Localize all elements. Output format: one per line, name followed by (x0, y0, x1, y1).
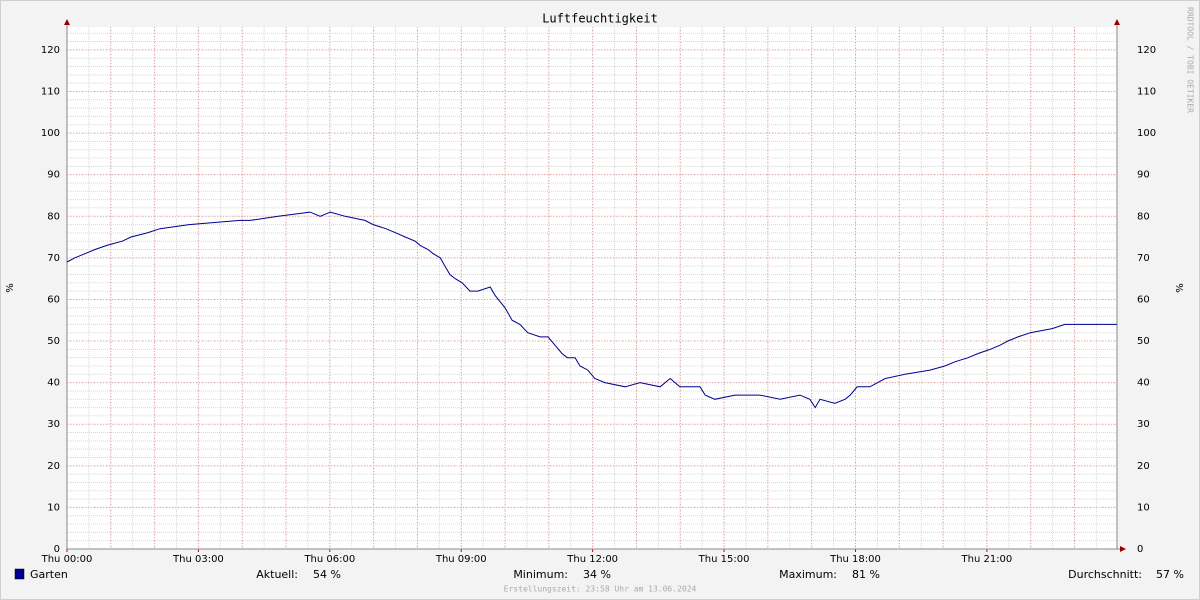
plot-area (67, 27, 1117, 549)
x-tick-label: Thu 12:00 (566, 554, 618, 565)
y-axis-label: % (5, 283, 16, 293)
stat-value: 57 % (1156, 568, 1184, 581)
y-tick-label: 30 (47, 419, 60, 430)
x-tick-label: Thu 00:00 (41, 554, 93, 565)
y-tick-label: 50 (47, 336, 60, 347)
x-tick-label: Thu 06:00 (303, 554, 355, 565)
line (66, 211, 1117, 409)
stat-label: Aktuell: (256, 568, 298, 581)
y2-tick-label: 90 (1137, 170, 1150, 181)
stat-value: 34 % (583, 568, 611, 581)
y-tick-label: 90 (47, 170, 60, 181)
x-tick-label: Thu 09:00 (435, 554, 487, 565)
y2-tick-label: 30 (1137, 419, 1150, 430)
y2-tick-label: 110 (1137, 86, 1156, 97)
axis-arrow (1120, 546, 1126, 552)
y2-tick-label: 50 (1137, 336, 1150, 347)
footer: Erstellungszeit: 23:58 Uhr am 13.06.2024 (504, 585, 697, 594)
legend-swatch (14, 568, 25, 580)
y-tick-label: 70 (47, 253, 60, 264)
stat-label: Maximum: (779, 568, 837, 581)
watermark: RRDTOOL / TOBI OETIKER (1186, 7, 1195, 113)
y-tick-label: 20 (47, 461, 60, 472)
stat-label: Minimum: (513, 568, 568, 581)
y2-tick-label: 100 (1137, 128, 1156, 139)
y-tick-label: 80 (47, 211, 60, 222)
x-tick-label: Thu 15:00 (698, 554, 750, 565)
y-tick-label: 110 (41, 86, 60, 97)
x-tick-label: Thu 18:00 (829, 554, 881, 565)
y-tick-label: 60 (47, 294, 60, 305)
y2-tick-label: 0 (1137, 544, 1143, 555)
stat-label: Durchschnitt: (1068, 568, 1142, 581)
legend-label: Garten (30, 568, 68, 581)
y2-tick-label: 80 (1137, 211, 1150, 222)
x-tick-label: Thu 03:00 (172, 554, 224, 565)
chart-title: Luftfeuchtigkeit (542, 12, 658, 26)
y2-tick-label: 120 (1137, 45, 1156, 56)
y-tick-label: 100 (41, 128, 60, 139)
y2-tick-label: 70 (1137, 253, 1150, 264)
axis-arrow (64, 19, 70, 25)
y2-tick-label: 40 (1137, 378, 1150, 389)
axis-arrow (1114, 19, 1120, 25)
y-tick-label: 10 (47, 502, 60, 513)
y-tick-label: 120 (41, 45, 60, 56)
y-tick-label: 0 (54, 544, 60, 555)
y2-axis-label: % (1175, 283, 1186, 293)
grid (64, 19, 1126, 552)
y2-tick-label: 10 (1137, 502, 1150, 513)
y-tick-label: 40 (47, 378, 60, 389)
y2-tick-label: 20 (1137, 461, 1150, 472)
stat-value: 81 % (852, 568, 880, 581)
marks (66, 211, 1117, 409)
y2-tick-label: 60 (1137, 294, 1150, 305)
stat-value: 54 % (313, 568, 341, 581)
x-tick-label: Thu 21:00 (961, 554, 1013, 565)
